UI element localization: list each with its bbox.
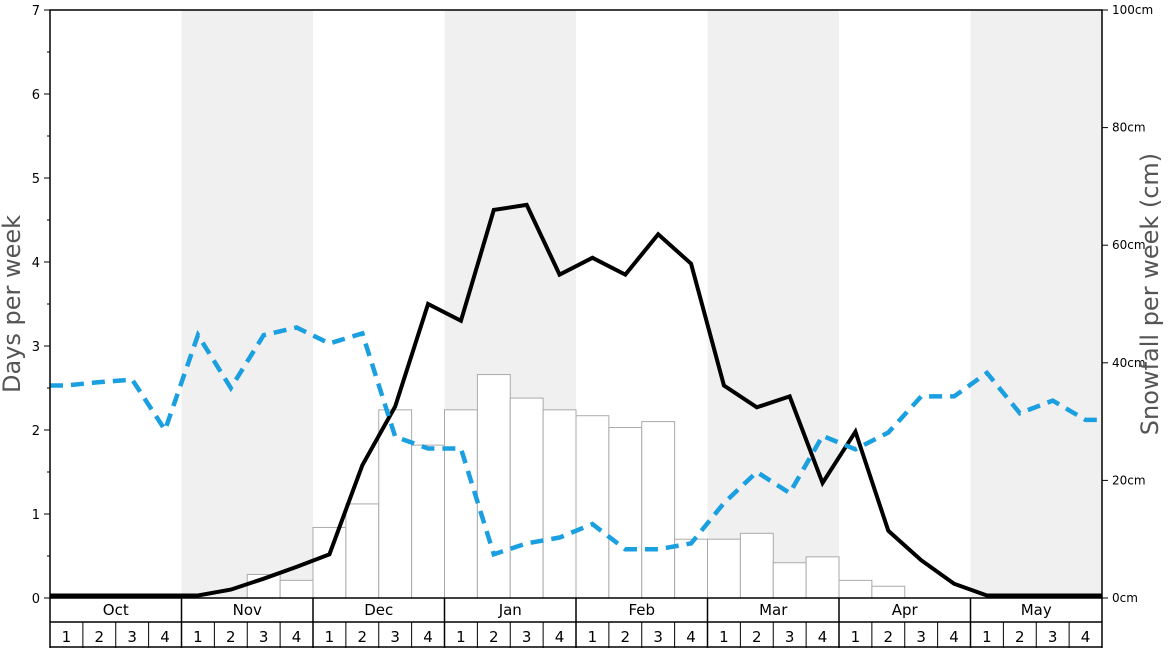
y-tick-label: 2 xyxy=(32,424,40,439)
snowfall-bar xyxy=(476,374,511,599)
month-label: Apr xyxy=(892,601,919,619)
week-label: 4 xyxy=(160,628,170,646)
week-label: 1 xyxy=(982,628,992,646)
week-label: 2 xyxy=(226,628,236,646)
week-label: 2 xyxy=(621,628,631,646)
snowfall-bar xyxy=(707,538,741,599)
month-label: Nov xyxy=(233,601,262,619)
month-label: Mar xyxy=(759,601,788,619)
month-shade-band xyxy=(970,10,1102,598)
y-right-tick-label: 20cm xyxy=(1112,473,1146,487)
snowfall-bar xyxy=(641,421,676,599)
week-label: 4 xyxy=(686,628,696,646)
week-label: 3 xyxy=(916,628,926,646)
week-label: 3 xyxy=(653,628,663,646)
week-label: 4 xyxy=(949,628,959,646)
week-label: 2 xyxy=(358,628,368,646)
y-tick-label: 0 xyxy=(32,592,40,607)
week-label: 2 xyxy=(884,628,894,646)
week-label: 1 xyxy=(62,628,72,646)
month-label: Dec xyxy=(364,601,393,619)
y-right-tick-label: 100cm xyxy=(1112,3,1153,17)
week-label: 4 xyxy=(292,628,302,646)
snowfall-bar xyxy=(871,585,906,599)
snowfall-bar xyxy=(444,409,478,599)
snowfall-bar xyxy=(279,579,314,599)
week-label: 1 xyxy=(456,628,466,646)
snowfall-bar xyxy=(312,526,347,599)
week-label: 2 xyxy=(489,628,499,646)
week-label: 1 xyxy=(719,628,729,646)
month-label: Feb xyxy=(628,601,655,619)
week-label: 3 xyxy=(259,628,269,646)
week-label: 1 xyxy=(325,628,335,646)
month-label: May xyxy=(1021,601,1052,619)
snowfall-bar xyxy=(772,562,807,599)
week-label: 3 xyxy=(785,628,795,646)
snowfall-bar xyxy=(608,426,643,599)
month-label: Oct xyxy=(103,601,129,619)
week-label: 3 xyxy=(127,628,137,646)
snowfall-bar xyxy=(575,415,610,599)
y-axis-title-right: Snowfall per week (cm) xyxy=(1136,153,1164,435)
week-label: 1 xyxy=(588,628,598,646)
snowfall-bar xyxy=(378,409,413,599)
month-shade-band xyxy=(707,10,839,598)
week-label: 4 xyxy=(1081,628,1091,646)
days-per-week-solid-line xyxy=(50,202,1102,598)
week-label: 3 xyxy=(390,628,400,646)
snowfall-bar xyxy=(838,579,873,599)
y-right-tick-label: 80cm xyxy=(1112,121,1146,135)
snowfall-bar xyxy=(411,444,445,599)
snowfall-bar xyxy=(542,409,577,599)
y-right-tick-label: 40cm xyxy=(1112,356,1146,370)
week-label: 3 xyxy=(522,628,532,646)
week-label: 2 xyxy=(1015,628,1025,646)
snowfall-bar xyxy=(345,503,380,599)
week-label: 4 xyxy=(423,628,433,646)
snowfall-bar xyxy=(805,556,840,599)
week-label: 1 xyxy=(193,628,203,646)
snowfall-bar xyxy=(509,397,544,599)
y-tick-label: 6 xyxy=(32,88,40,103)
snowfall-bar xyxy=(739,532,774,599)
y-tick-label: 4 xyxy=(32,256,40,271)
snow-days-dashed-line xyxy=(50,325,1102,558)
week-label: 3 xyxy=(1048,628,1058,646)
y-tick-label: 3 xyxy=(32,340,40,355)
week-label: 2 xyxy=(95,628,105,646)
y-tick-label: 1 xyxy=(32,508,40,523)
month-shade-band xyxy=(181,10,313,598)
week-label: 4 xyxy=(555,628,565,646)
y-axis-title-left: Days per week xyxy=(0,215,26,393)
y-tick-label: 7 xyxy=(32,4,40,19)
y-right-tick-label: 60cm xyxy=(1112,238,1146,252)
y-tick-label: 5 xyxy=(32,172,40,187)
week-label: 2 xyxy=(752,628,762,646)
month-label: Jan xyxy=(498,601,522,619)
week-label: 1 xyxy=(851,628,861,646)
y-right-tick-label: 0cm xyxy=(1112,591,1138,605)
snowfall-bar xyxy=(674,538,708,599)
week-label: 4 xyxy=(818,628,828,646)
